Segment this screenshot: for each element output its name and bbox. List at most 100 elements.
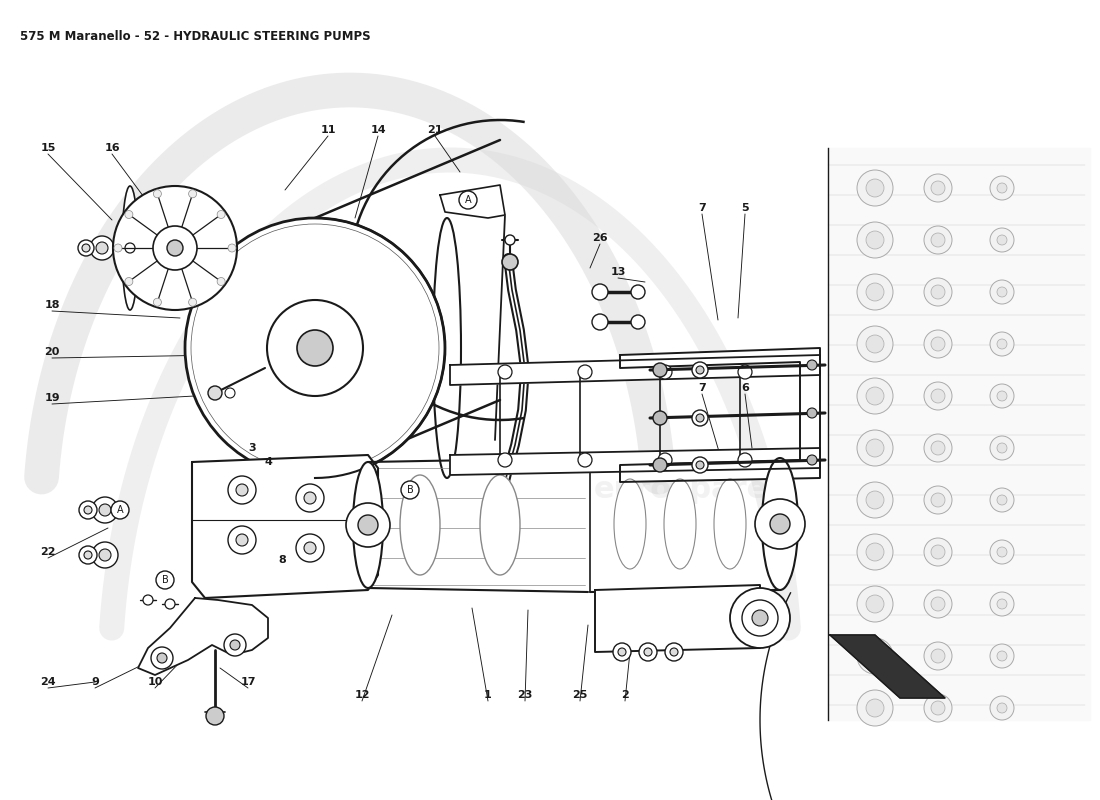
Circle shape [730, 588, 790, 648]
Circle shape [228, 476, 256, 504]
Circle shape [931, 285, 945, 299]
Circle shape [206, 707, 224, 725]
Circle shape [653, 363, 667, 377]
Ellipse shape [400, 475, 440, 575]
Polygon shape [138, 598, 268, 675]
Circle shape [857, 170, 893, 206]
Circle shape [96, 242, 108, 254]
Circle shape [79, 501, 97, 519]
Circle shape [990, 280, 1014, 304]
Circle shape [188, 190, 197, 198]
Circle shape [631, 315, 645, 329]
Circle shape [99, 549, 111, 561]
Circle shape [931, 233, 945, 247]
Circle shape [990, 696, 1014, 720]
Circle shape [738, 453, 752, 467]
Circle shape [990, 228, 1014, 252]
Text: 12: 12 [354, 690, 370, 700]
Circle shape [931, 337, 945, 351]
Text: 18: 18 [44, 300, 59, 310]
Circle shape [696, 461, 704, 469]
Text: 575 M Maranello - 52 - HYDRAULIC STEERING PUMPS: 575 M Maranello - 52 - HYDRAULIC STEERIN… [20, 30, 371, 43]
Circle shape [228, 526, 256, 554]
Circle shape [924, 642, 952, 670]
Text: 19: 19 [44, 393, 59, 403]
Text: 24: 24 [41, 677, 56, 687]
Circle shape [236, 534, 248, 546]
Text: 8: 8 [278, 555, 286, 565]
Text: 11: 11 [320, 125, 336, 135]
Circle shape [92, 542, 118, 568]
Circle shape [931, 545, 945, 559]
Text: 20: 20 [44, 347, 59, 357]
Circle shape [79, 546, 97, 564]
Ellipse shape [664, 479, 696, 569]
Text: 6: 6 [741, 383, 749, 393]
Circle shape [167, 240, 183, 256]
Circle shape [143, 595, 153, 605]
Circle shape [666, 643, 683, 661]
Circle shape [807, 408, 817, 418]
Circle shape [304, 492, 316, 504]
Circle shape [997, 339, 1006, 349]
Circle shape [613, 643, 631, 661]
Circle shape [931, 649, 945, 663]
Circle shape [618, 648, 626, 656]
Ellipse shape [714, 479, 746, 569]
Circle shape [185, 218, 446, 478]
Circle shape [670, 648, 678, 656]
Circle shape [644, 648, 652, 656]
Circle shape [84, 506, 92, 514]
Circle shape [208, 386, 222, 400]
Circle shape [696, 414, 704, 422]
Circle shape [857, 222, 893, 258]
Circle shape [997, 599, 1006, 609]
Text: eurospares: eurospares [139, 255, 331, 285]
Text: 14: 14 [371, 125, 386, 135]
Circle shape [99, 504, 111, 516]
Circle shape [230, 640, 240, 650]
Circle shape [924, 486, 952, 514]
Circle shape [346, 503, 390, 547]
Text: 15: 15 [41, 143, 56, 153]
Ellipse shape [614, 479, 646, 569]
Circle shape [498, 365, 512, 379]
Text: 21: 21 [427, 125, 442, 135]
Circle shape [78, 240, 94, 256]
Circle shape [866, 491, 884, 509]
Text: 1: 1 [484, 690, 492, 700]
Circle shape [692, 457, 708, 473]
Text: B: B [162, 575, 168, 585]
Circle shape [578, 453, 592, 467]
Circle shape [857, 274, 893, 310]
Circle shape [990, 384, 1014, 408]
Circle shape [931, 701, 945, 715]
Circle shape [658, 453, 672, 467]
Circle shape [924, 434, 952, 462]
Circle shape [505, 235, 515, 245]
Text: A: A [464, 195, 471, 205]
Circle shape [639, 643, 657, 661]
Circle shape [857, 534, 893, 570]
Circle shape [214, 248, 415, 448]
Circle shape [990, 332, 1014, 356]
Circle shape [997, 443, 1006, 453]
Circle shape [114, 244, 122, 252]
Polygon shape [620, 348, 820, 482]
Circle shape [157, 653, 167, 663]
Circle shape [84, 551, 92, 559]
Text: eurospares: eurospares [594, 475, 786, 505]
Polygon shape [828, 148, 1090, 720]
Circle shape [358, 515, 378, 535]
Circle shape [866, 595, 884, 613]
Circle shape [857, 690, 893, 726]
Circle shape [924, 590, 952, 618]
Circle shape [924, 382, 952, 410]
Circle shape [296, 534, 324, 562]
Circle shape [191, 224, 439, 472]
Text: 7: 7 [698, 383, 706, 393]
Circle shape [924, 226, 952, 254]
Circle shape [402, 481, 419, 499]
Ellipse shape [122, 186, 138, 310]
Circle shape [857, 326, 893, 362]
